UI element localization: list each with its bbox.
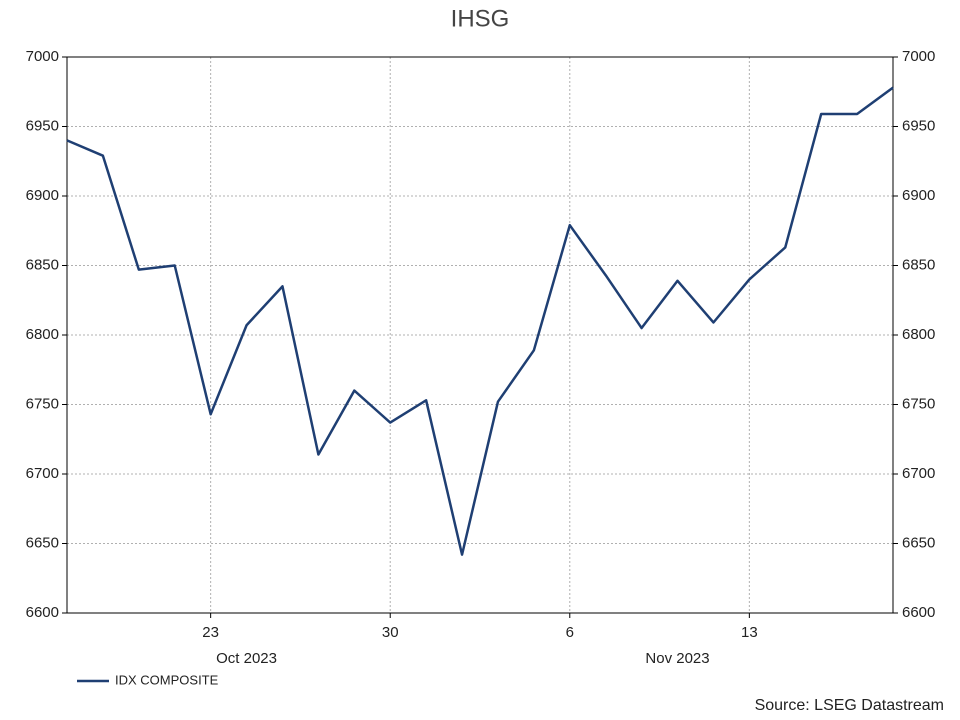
y-tick-label: 6850 xyxy=(26,256,59,273)
y2-tick-label: 6700 xyxy=(902,465,935,482)
y2-tick-label: 6900 xyxy=(902,187,935,204)
y-tick-label: 6900 xyxy=(26,187,59,204)
y-tick-label: 6950 xyxy=(26,117,59,134)
legend-label: IDX COMPOSITE xyxy=(115,672,219,687)
y-tick-label: 7000 xyxy=(26,48,59,65)
y2-tick-label: 6850 xyxy=(902,256,935,273)
x-tick-label: 6 xyxy=(566,624,574,641)
y2-tick-label: 6800 xyxy=(902,326,935,343)
y-tick-label: 6650 xyxy=(26,534,59,551)
y-tick-label: 6700 xyxy=(26,465,59,482)
x-tick-label: 23 xyxy=(202,624,219,641)
y-tick-label: 6800 xyxy=(26,326,59,343)
y2-tick-label: 6600 xyxy=(902,604,935,621)
y2-tick-label: 6650 xyxy=(902,534,935,551)
line-series xyxy=(66,86,894,556)
y-tick-label: 6750 xyxy=(26,395,59,412)
y2-tick-label: 6750 xyxy=(902,395,935,412)
y-tick-label: 6600 xyxy=(26,604,59,621)
x-tick-label: 30 xyxy=(382,624,399,641)
chart-title: IHSG xyxy=(451,5,510,32)
x-tick-label: 13 xyxy=(741,624,758,641)
y2-tick-label: 7000 xyxy=(902,48,935,65)
source-note: Source: LSEG Datastream xyxy=(755,697,944,714)
y2-tick-label: 6950 xyxy=(902,117,935,134)
month-label: Oct 2023 xyxy=(216,650,277,667)
plot-frame xyxy=(66,56,894,614)
month-label: Nov 2023 xyxy=(645,650,709,667)
